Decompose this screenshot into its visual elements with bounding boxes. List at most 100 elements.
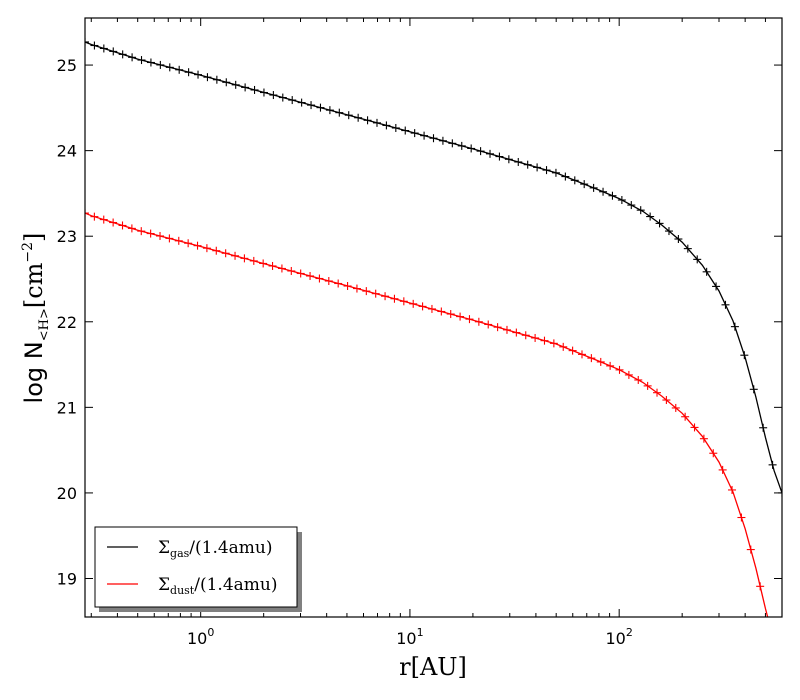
series-marker-0 <box>608 191 617 200</box>
series-marker-0 <box>476 147 485 156</box>
series-marker-0 <box>420 131 429 140</box>
series-marker-1 <box>221 249 230 258</box>
series-marker-1 <box>315 274 324 283</box>
series-marker-0 <box>288 96 297 105</box>
series-marker-1 <box>193 241 202 250</box>
y-axis-label: log N<H>[cm−2] <box>20 233 52 404</box>
series-marker-0 <box>495 152 504 161</box>
series-marker-1 <box>249 256 258 265</box>
series-marker-1 <box>174 236 183 245</box>
series-marker-0 <box>438 136 447 145</box>
series-marker-1 <box>671 403 680 412</box>
series-marker-0 <box>721 300 730 309</box>
series-marker-1 <box>559 342 568 351</box>
y-tick-label: 24 <box>57 142 77 161</box>
series-marker-0 <box>109 47 118 56</box>
x-tick-label: 102 <box>605 626 632 648</box>
series-marker-1 <box>109 218 118 227</box>
series-marker-1 <box>540 336 549 345</box>
legend-dust-label: Σdust/(1.4amu) <box>158 575 277 597</box>
series-marker-1 <box>728 485 737 494</box>
series-marker-0 <box>702 267 711 276</box>
series-marker-0 <box>655 219 664 228</box>
series-marker-0 <box>335 108 344 117</box>
legend-gas-label: Σgas/(1.4amu) <box>158 538 273 560</box>
ticks-layer: 19 20 21 22 23 24 25 100 101 102 <box>57 18 783 648</box>
series-marker-1 <box>549 339 558 348</box>
series-marker-1 <box>118 221 127 230</box>
series-marker-1 <box>418 302 427 311</box>
series-marker-1 <box>699 434 708 443</box>
series-marker-0 <box>99 44 108 53</box>
series-marker-1 <box>362 287 371 296</box>
series-marker-0 <box>410 129 419 138</box>
series-marker-0 <box>382 121 391 130</box>
series-marker-0 <box>730 322 739 331</box>
series-marker-0 <box>259 88 268 97</box>
series-marker-1 <box>437 307 446 316</box>
series-marker-0 <box>551 168 560 177</box>
series-marker-0 <box>570 176 579 185</box>
legend-box <box>94 526 298 608</box>
x-tick-label: 101 <box>396 626 423 648</box>
series-marker-1 <box>90 212 99 221</box>
series-marker-1 <box>137 227 146 236</box>
series-marker-0 <box>617 196 626 205</box>
series-marker-0 <box>363 116 372 125</box>
series-marker-0 <box>297 98 306 107</box>
series-marker-0 <box>749 385 758 394</box>
series-marker-1 <box>624 370 633 379</box>
series-marker-1 <box>296 269 305 278</box>
series-marker-1 <box>165 234 174 243</box>
series-marker-0 <box>128 53 137 62</box>
series-marker-1 <box>690 423 699 432</box>
series-marker-1 <box>709 449 718 458</box>
series-marker-0 <box>372 118 381 127</box>
series-marker-1 <box>231 251 240 260</box>
series-marker-0 <box>354 113 363 122</box>
series-marker-0 <box>269 91 278 100</box>
series-marker-0 <box>646 212 655 221</box>
series-marker-1 <box>502 325 511 334</box>
series-marker-0 <box>674 235 683 244</box>
plot-frame <box>84 17 783 618</box>
series-marker-0 <box>325 106 334 115</box>
series-marker-1 <box>446 310 455 319</box>
y-tick-label: 23 <box>57 227 77 246</box>
x-axis-label: r[AU] <box>399 653 467 681</box>
y-tick-label: 20 <box>57 484 77 503</box>
series-marker-1 <box>390 294 399 303</box>
series-marker-1 <box>756 582 765 591</box>
series-marker-1 <box>343 282 352 291</box>
series-marker-0 <box>636 206 645 215</box>
series-marker-1 <box>427 304 436 313</box>
series-marker-1 <box>85 209 89 218</box>
series-marker-0 <box>231 80 240 89</box>
series-marker-0 <box>165 63 174 72</box>
series-marker-0 <box>203 73 212 82</box>
series-marker-0 <box>316 103 325 112</box>
series-marker-0 <box>391 123 400 132</box>
series-marker-1 <box>606 361 615 370</box>
series-marker-0 <box>85 37 89 46</box>
series-marker-0 <box>627 201 636 210</box>
series-marker-0 <box>90 41 99 50</box>
series-marker-1 <box>577 350 586 359</box>
series-marker-0 <box>693 255 702 264</box>
series-marker-1 <box>287 266 296 275</box>
series-marker-0 <box>429 134 438 143</box>
series-marker-1 <box>521 331 530 340</box>
series-marker-1 <box>653 388 662 397</box>
series-marker-0 <box>118 50 127 59</box>
series-marker-1 <box>531 333 540 342</box>
series-marker-1 <box>99 215 108 224</box>
series-marker-0 <box>278 93 287 102</box>
series-marker-0 <box>683 244 692 253</box>
series-marker-0 <box>250 85 259 94</box>
series-marker-1 <box>268 261 277 270</box>
series-marker-1 <box>371 289 380 298</box>
series-marker-1 <box>212 246 221 255</box>
series-marker-0 <box>523 160 532 169</box>
series-marker-0 <box>504 155 513 164</box>
series-marker-0 <box>344 111 353 120</box>
